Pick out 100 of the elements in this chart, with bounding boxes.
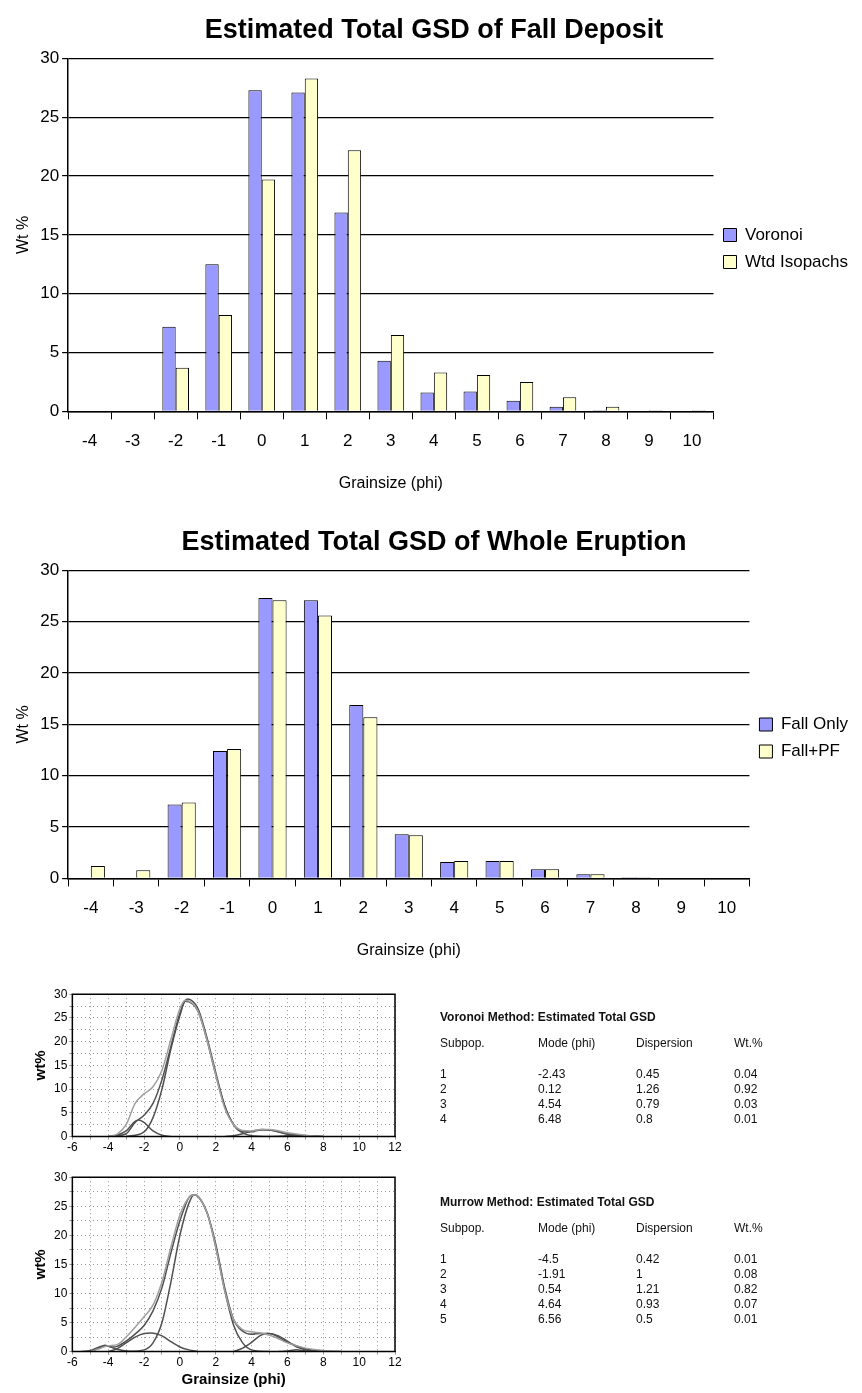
text: -1.91 bbox=[538, 1267, 567, 1282]
y-tick-label: 15 bbox=[40, 714, 60, 734]
x-tick-label: -2 bbox=[168, 431, 184, 451]
x-tick-label: 0 bbox=[176, 1355, 184, 1370]
text: 3 bbox=[440, 1097, 448, 1112]
y-tick-label: 5 bbox=[49, 816, 60, 836]
x-tick-label: 2 bbox=[212, 1355, 220, 1370]
y-tick-label: 25 bbox=[40, 106, 60, 126]
x-tick-label: 1 bbox=[313, 898, 323, 918]
y-tick-label: 25 bbox=[53, 1198, 68, 1213]
x-tick-label: 7 bbox=[558, 431, 568, 451]
text: -4.5 bbox=[538, 1252, 560, 1267]
x-tick-label: 0 bbox=[257, 431, 267, 451]
x-tick-label: -2 bbox=[174, 898, 190, 918]
y-tick-label: 25 bbox=[40, 611, 60, 631]
legend-label: Fall Only bbox=[780, 714, 849, 734]
x-tick-label: -1 bbox=[219, 898, 235, 918]
text: 1.26 bbox=[636, 1082, 661, 1097]
y-tick-label: 0 bbox=[49, 868, 60, 888]
x-tick-label: 4 bbox=[429, 431, 439, 451]
x-tick-label: 4 bbox=[248, 1140, 256, 1155]
text: 6.56 bbox=[538, 1312, 563, 1327]
text: 0.92 bbox=[734, 1082, 759, 1097]
text: Murrow Method: Estimated Total GSD bbox=[440, 1195, 656, 1209]
chart-title: Estimated Total GSD of Fall Deposit bbox=[204, 13, 664, 44]
x-tick-label: 10 bbox=[352, 1140, 367, 1155]
y-axis-title: Wt % bbox=[14, 215, 32, 255]
y-axis-title: Wt % bbox=[14, 705, 32, 744]
x-tick-label: 7 bbox=[585, 898, 596, 918]
x-tick-label: -4 bbox=[83, 898, 99, 918]
text: 0.12 bbox=[538, 1082, 563, 1097]
text: 0.01 bbox=[734, 1312, 759, 1327]
text: 0.07 bbox=[734, 1297, 759, 1312]
text: Mode (phi) bbox=[538, 1221, 597, 1236]
y-tick-label: 10 bbox=[40, 283, 60, 303]
text: Subpop. bbox=[440, 1036, 486, 1051]
y-tick-label: 30 bbox=[53, 986, 68, 1001]
y-tick-label: 10 bbox=[53, 1285, 68, 1300]
y-tick-label: 30 bbox=[53, 1169, 68, 1184]
text: 0.93 bbox=[636, 1297, 661, 1312]
x-tick-label: 1 bbox=[300, 431, 310, 451]
x-tick-label: -2 bbox=[138, 1140, 150, 1155]
text: Dispersion bbox=[636, 1221, 694, 1236]
text: 0.45 bbox=[636, 1067, 661, 1082]
x-tick-label: 3 bbox=[404, 898, 414, 918]
y-tick-label: 30 bbox=[40, 560, 60, 580]
text: 1.21 bbox=[636, 1282, 661, 1297]
text: 0.79 bbox=[636, 1097, 661, 1112]
text: 0.8 bbox=[636, 1112, 654, 1127]
y-tick-label: 0 bbox=[49, 401, 60, 421]
y-tick-label: 15 bbox=[53, 1256, 68, 1271]
text: 0.03 bbox=[734, 1097, 759, 1112]
x-tick-label: -3 bbox=[125, 431, 141, 451]
y-tick-label: 5 bbox=[60, 1105, 68, 1120]
x-tick-label: 2 bbox=[358, 898, 369, 918]
x-axis-title: Grainsize (phi) bbox=[356, 940, 461, 958]
legend-label: Voronoi bbox=[745, 224, 803, 244]
y-tick-label: 20 bbox=[40, 662, 60, 682]
x-tick-label: 5 bbox=[472, 431, 482, 451]
x-tick-label: 10 bbox=[352, 1355, 367, 1370]
text: 1 bbox=[440, 1067, 448, 1082]
x-tick-label: 0 bbox=[267, 898, 278, 918]
text: 1 bbox=[636, 1267, 644, 1282]
text: 0.82 bbox=[734, 1282, 759, 1297]
y-axis-title: wt% bbox=[31, 1050, 49, 1082]
y-axis-title: wt% bbox=[31, 1249, 49, 1281]
x-tick-label: 6 bbox=[515, 431, 525, 451]
x-tick-label: -3 bbox=[128, 898, 144, 918]
text: 4 bbox=[440, 1297, 448, 1312]
y-tick-label: 15 bbox=[53, 1057, 68, 1072]
x-axis-title: Grainsize (phi) bbox=[181, 1370, 286, 1388]
text: Subpop. bbox=[440, 1221, 486, 1236]
text: Voronoi Method: Estimated Total GSD bbox=[440, 1010, 657, 1024]
text: 4.54 bbox=[538, 1097, 563, 1112]
text: 0.54 bbox=[538, 1282, 563, 1297]
y-tick-label: 10 bbox=[40, 765, 60, 785]
y-tick-label: 20 bbox=[40, 165, 60, 185]
x-tick-label: 12 bbox=[388, 1140, 402, 1155]
y-tick-label: 20 bbox=[53, 1033, 68, 1048]
y-tick-label: 30 bbox=[40, 48, 60, 68]
x-tick-label: 6 bbox=[284, 1355, 292, 1370]
text: 4.64 bbox=[538, 1297, 563, 1312]
x-tick-label: -6 bbox=[67, 1355, 79, 1370]
text: 0.01 bbox=[734, 1112, 759, 1127]
text: 2 bbox=[440, 1082, 448, 1097]
x-tick-label: 8 bbox=[601, 431, 611, 451]
x-tick-label: 10 bbox=[682, 431, 702, 451]
x-tick-label: 8 bbox=[319, 1140, 327, 1155]
x-tick-label: 2 bbox=[212, 1140, 220, 1155]
x-tick-label: 4 bbox=[248, 1355, 256, 1370]
x-axis-title: Grainsize (phi) bbox=[338, 473, 443, 491]
text: 0.04 bbox=[734, 1067, 759, 1082]
text: 1 bbox=[440, 1252, 448, 1267]
y-tick-label: 5 bbox=[49, 342, 60, 362]
x-tick-label: 4 bbox=[449, 898, 459, 918]
y-tick-label: 15 bbox=[40, 224, 60, 244]
x-tick-label: 3 bbox=[386, 431, 396, 451]
text: 0.08 bbox=[734, 1267, 759, 1282]
x-tick-label: 8 bbox=[631, 898, 641, 918]
x-tick-label: -4 bbox=[102, 1355, 114, 1370]
